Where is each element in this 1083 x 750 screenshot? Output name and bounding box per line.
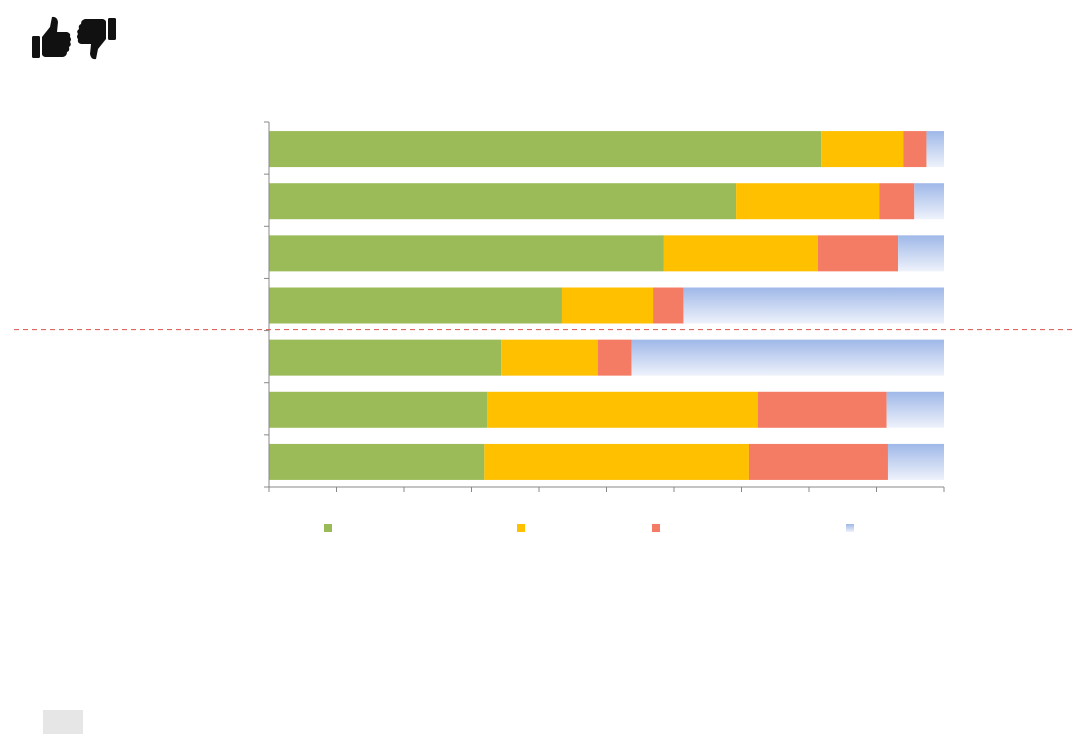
bar-segment-negative-7 <box>748 443 888 480</box>
bar-segment-unknown-6 <box>886 391 944 428</box>
bar-segment-negative-6 <box>757 391 887 428</box>
bar-segment-unknown-5 <box>631 339 944 376</box>
bar-segment-positive-7 <box>269 443 485 480</box>
bars-layer <box>269 131 944 480</box>
legend-swatch-neutral <box>517 524 525 532</box>
legend-swatch-positive <box>324 524 332 532</box>
bar-segment-unknown-7 <box>887 443 944 480</box>
thumbs-logo <box>30 14 120 62</box>
bar-segment-positive-6 <box>269 391 488 428</box>
axes-layer <box>264 121 945 492</box>
bar-segment-negative-4 <box>653 287 684 324</box>
bar-segment-unknown-4 <box>683 287 944 324</box>
legend <box>324 524 854 532</box>
bar-segment-unknown-2 <box>914 183 944 220</box>
bar-segment-unknown-1 <box>926 131 944 168</box>
footer-box <box>43 710 83 734</box>
bar-segment-neutral-2 <box>736 183 880 220</box>
bar-segment-neutral-4 <box>561 287 654 324</box>
bar-segment-neutral-1 <box>821 131 904 168</box>
bar-segment-negative-3 <box>817 235 899 272</box>
bar-segment-unknown-3 <box>898 235 944 272</box>
bar-segment-positive-4 <box>269 287 562 324</box>
bar-segment-neutral-5 <box>501 339 598 376</box>
bar-segment-negative-5 <box>597 339 632 376</box>
legend-swatch-unknown <box>846 524 854 532</box>
bar-segment-positive-1 <box>269 131 822 168</box>
bar-segment-positive-3 <box>269 235 664 272</box>
legend-swatch-negative <box>652 524 660 532</box>
thumbs-down-icon <box>77 18 116 60</box>
bar-segment-neutral-7 <box>484 443 749 480</box>
bar-segment-positive-5 <box>269 339 502 376</box>
bar-segment-negative-1 <box>903 131 927 168</box>
thumbs-up-icon <box>32 16 71 58</box>
bar-segment-neutral-3 <box>663 235 818 272</box>
bar-segment-negative-2 <box>879 183 915 220</box>
bar-segment-neutral-6 <box>487 391 758 428</box>
bar-segment-positive-2 <box>269 183 737 220</box>
